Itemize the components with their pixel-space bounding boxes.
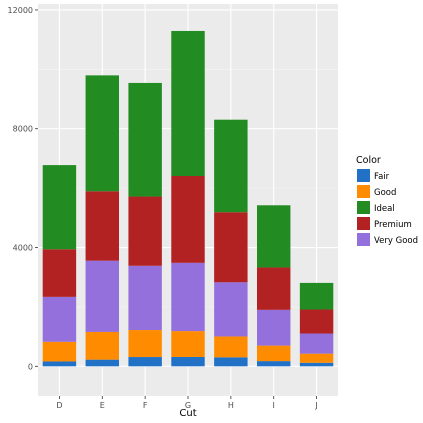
y-tick-label: 4000 (13, 244, 33, 253)
x-tick-label: H (228, 401, 234, 410)
bar-G-ideal (171, 30, 205, 177)
bar-D-very-good (42, 296, 77, 342)
bar-E-ideal (85, 75, 119, 192)
x-axis: D E F G H I J (56, 396, 318, 410)
bar-I-very-good (257, 309, 291, 346)
bar-H-ideal (214, 119, 248, 213)
bar-J-fair (299, 362, 334, 367)
y-tick-label: 12000 (8, 6, 33, 15)
legend-key-very-good (357, 233, 370, 246)
bar-E-good (85, 331, 119, 360)
bar-G-premium (171, 176, 205, 263)
legend-label: Premium (374, 220, 412, 230)
legend-key-good (357, 185, 370, 198)
y-axis: 0 4000 8000 12000 (8, 6, 38, 371)
legend-key-ideal (357, 201, 370, 214)
bar-I-fair (257, 361, 291, 367)
bar-I-ideal (257, 205, 291, 268)
bar-E-very-good (85, 260, 119, 332)
bar-D-ideal (42, 165, 77, 250)
legend-title: Color (356, 155, 381, 166)
bar-G-very-good (171, 262, 205, 332)
bar-G-fair (171, 356, 205, 367)
bar-F-fair (128, 357, 162, 367)
x-tick-label: E (100, 401, 105, 410)
legend: Color Fair Good Ideal Premium Very Good (356, 155, 418, 246)
y-tick-label: 0 (28, 362, 33, 371)
bar-D-premium (42, 249, 77, 297)
bar-F-premium (128, 196, 162, 266)
bars (42, 30, 334, 367)
x-tick-label: D (56, 401, 62, 410)
bar-D-fair (42, 361, 77, 367)
bar-J-premium (299, 309, 334, 334)
bar-H-premium (214, 212, 248, 283)
bar-F-good (128, 330, 162, 358)
legend-key-premium (357, 217, 370, 230)
bar-D-good (42, 341, 77, 362)
x-tick-label: G (185, 401, 191, 410)
legend-label: Very Good (374, 236, 418, 246)
y-tick-label: 8000 (13, 125, 33, 134)
bar-I-good (257, 345, 291, 362)
legend-label: Fair (374, 172, 390, 182)
bar-J-ideal (299, 282, 334, 310)
bar-F-ideal (128, 82, 162, 197)
bar-J-very-good (299, 333, 334, 354)
bar-E-fair (85, 359, 119, 367)
bar-J-good (299, 353, 334, 363)
bar-I-premium (257, 267, 291, 310)
bar-F-very-good (128, 265, 162, 331)
legend-label: Ideal (374, 204, 395, 214)
x-axis-title: Cut (179, 408, 196, 419)
legend-key-fair (357, 169, 370, 182)
x-tick-label: I (273, 401, 275, 410)
x-tick-label: J (314, 401, 317, 410)
x-tick-label: F (143, 401, 148, 410)
bar-H-fair (214, 357, 248, 367)
bar-H-good (214, 336, 248, 358)
bar-H-very-good (214, 282, 248, 337)
bar-G-good (171, 331, 205, 357)
bar-E-premium (85, 191, 119, 261)
legend-label: Good (374, 188, 396, 198)
